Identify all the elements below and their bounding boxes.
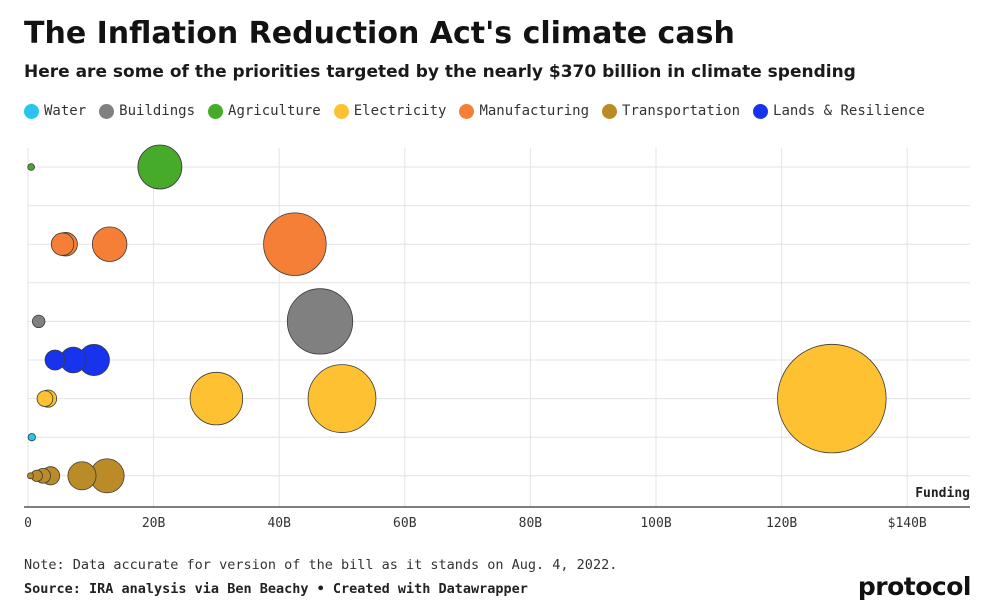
bubble-transportation <box>67 461 97 491</box>
legend-swatch <box>753 103 769 119</box>
bubble-electricity <box>36 390 54 407</box>
bubble-electricity <box>189 371 244 426</box>
bubble-manufacturing <box>263 212 327 276</box>
bubble-agriculture <box>137 144 183 190</box>
x-tick-label: 20B <box>142 516 166 531</box>
bubble-water <box>27 433 36 442</box>
legend-swatch <box>208 103 224 119</box>
x-tick-label: 100B <box>640 516 671 531</box>
bubble-buildings <box>32 314 46 329</box>
legend-item-water: Water <box>24 103 86 119</box>
legend-swatch <box>99 103 115 119</box>
x-tick-label: 60B <box>393 516 417 531</box>
legend-label: Buildings <box>119 103 196 119</box>
legend-label: Agriculture <box>228 103 321 119</box>
bubble-agriculture <box>27 163 35 171</box>
legend-swatch <box>333 103 349 119</box>
legend-item-manufacturing: Manufacturing <box>459 103 589 119</box>
bubble-electricity <box>307 364 377 433</box>
bubble-lands-resilience <box>44 349 66 371</box>
chart-title: The Inflation Reduction Act's climate ca… <box>24 16 735 51</box>
legend-item-transportation: Transportation <box>602 103 740 119</box>
chart-legend: Water Buildings Agriculture Electricity Manu… <box>24 103 938 119</box>
legend-label: Lands & Resilience <box>773 103 925 119</box>
x-axis-title: Funding <box>915 486 970 501</box>
legend-item-electricity: Electricity <box>333 103 447 119</box>
legend-label: Manufacturing <box>479 103 590 119</box>
legend-swatch <box>459 103 475 119</box>
bubble-manufacturing <box>91 226 128 262</box>
bubble-transportation <box>27 472 34 480</box>
protocol-logo: protocol <box>857 572 972 601</box>
bubble-electricity <box>777 343 887 454</box>
legend-label: Transportation <box>622 103 741 119</box>
legend-swatch <box>24 103 39 119</box>
legend-item-buildings: Buildings <box>99 103 195 119</box>
x-tick-label: $140B <box>888 516 927 531</box>
bubble-buildings <box>286 288 354 355</box>
legend-label: Electricity <box>353 103 447 119</box>
legend-item-lands-resilience: Lands & Resilience <box>753 103 925 119</box>
legend-label: Water <box>44 103 87 119</box>
footnote: Note: Data accurate for version of the b… <box>24 557 618 573</box>
x-tick-label: 40B <box>267 516 291 531</box>
chart-subtitle: Here are some of the priorities targeted… <box>24 62 856 82</box>
x-tick-label: 80B <box>519 516 543 531</box>
bubble-manufacturing <box>50 232 75 256</box>
x-tick-label: 120B <box>766 516 797 531</box>
source-line: Source: IRA analysis via Ben Beachy • Cr… <box>24 581 528 597</box>
x-tick-label: 0 <box>24 516 32 531</box>
legend-swatch <box>602 103 618 119</box>
legend-item-agriculture: Agriculture <box>208 103 321 119</box>
